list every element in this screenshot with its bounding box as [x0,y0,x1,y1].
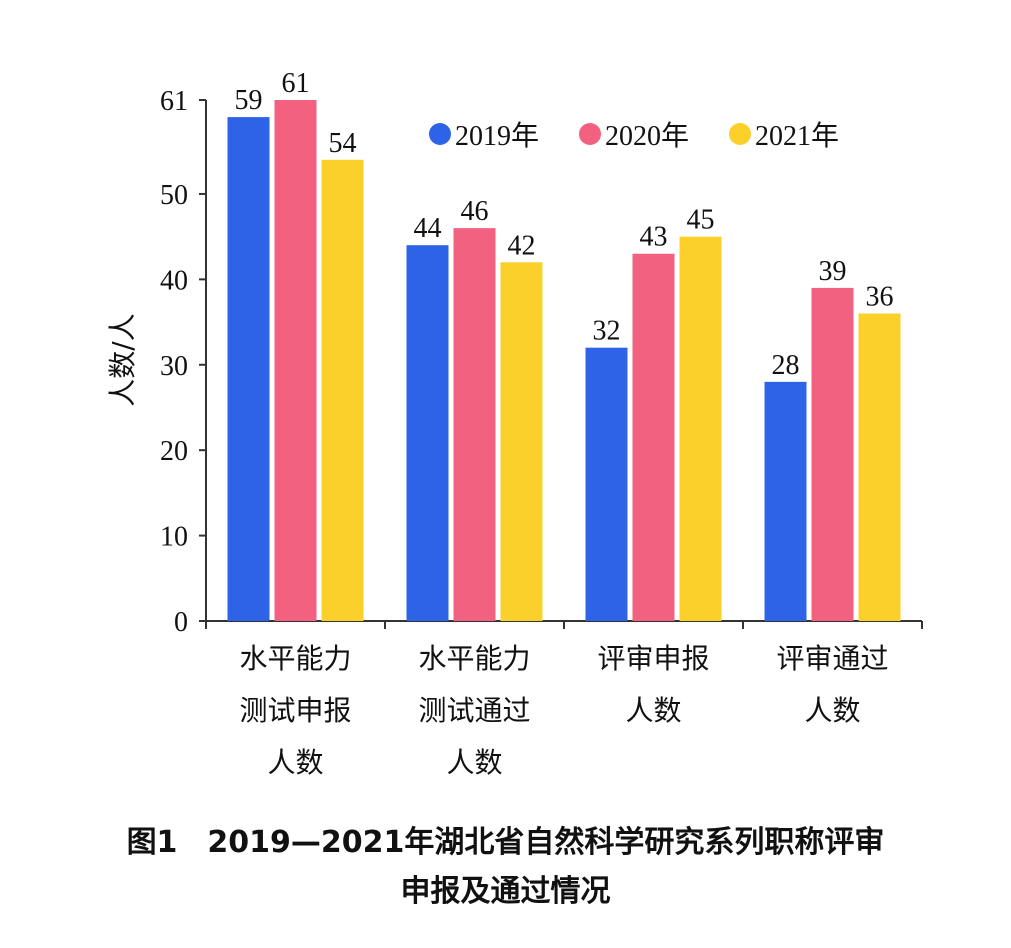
y-tick-label: 10 [160,522,188,553]
category-label: 人数 [804,694,860,727]
data-label: 36 [866,282,894,313]
bar-2021年-1 [500,262,543,621]
data-label: 39 [819,256,847,287]
data-label: 32 [593,316,621,347]
bar-2020年-2 [632,253,675,621]
legend-marker [729,123,751,145]
bar-2020年-0 [274,100,317,621]
category-label: 水平能力 [239,642,351,675]
legend-label: 2020年 [605,120,689,152]
category-label: 人数 [625,694,681,727]
bar-2020年-3 [811,287,854,621]
bars [227,100,901,622]
y-tick-label: 61 [160,86,188,117]
legend-label: 2021年 [755,120,839,152]
category-label: 测试通过 [418,694,530,727]
figure-caption-line-1: 图1 2019—2021年湖北省自然科学研究系列职称评审 [126,825,885,860]
bar-2019年-2 [585,347,628,621]
data-label: 59 [235,85,263,116]
legend-label: 2019年 [455,120,539,152]
data-label: 61 [282,68,310,99]
category-label: 水平能力 [418,642,530,675]
legend: 2019年 2020年 2021年 [429,120,839,152]
y-tick-label: 50 [160,180,188,211]
category-label: 人数 [446,746,502,779]
category-label: 测试申报 [239,694,351,727]
data-label: 43 [640,222,668,253]
category-label: 评审申报 [597,642,709,675]
data-label: 44 [414,213,442,244]
data-label: 42 [508,230,536,261]
legend-marker [429,123,451,145]
category-label: 评审通过 [776,642,888,675]
bar-2021年-0 [321,159,364,622]
figure-caption-line-2: 申报及通过情况 [400,874,611,909]
y-axis: 0 10 20 30 40 50 61 [160,86,207,638]
y-tick-label: 20 [160,436,188,467]
legend-marker [579,123,601,145]
data-labels: 59 61 54 44 46 42 32 43 45 28 39 36 [235,68,894,381]
data-label: 28 [772,350,800,381]
bar-chart: 0 10 20 30 40 50 61 59 61 54 44 46 42 32 43 45 28 39 36 水… [106,68,923,779]
data-label: 46 [461,196,489,227]
bar-2019年-1 [406,245,449,621]
y-tick-label: 40 [160,265,188,296]
x-axis [205,620,923,629]
data-label: 54 [329,128,357,159]
bar-2020年-1 [453,228,496,622]
category-label: 人数 [267,746,323,779]
bar-2021年-2 [679,236,722,621]
y-tick-label: 0 [174,607,188,638]
bar-2021年-3 [858,313,901,621]
y-axis-label: 人数/人 [106,313,139,406]
y-tick-label: 30 [160,351,188,382]
data-label: 45 [687,205,715,236]
bar-2019年-0 [227,117,270,621]
bar-2019年-3 [764,381,807,621]
